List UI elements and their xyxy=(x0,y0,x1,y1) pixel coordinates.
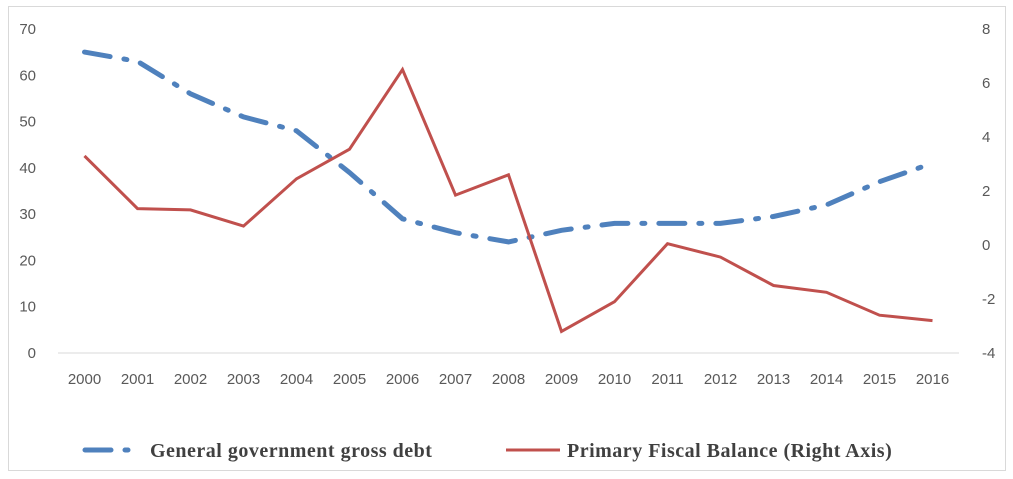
x-axis-tick-label: 2009 xyxy=(545,371,578,388)
left-axis-tick-label: 0 xyxy=(28,345,36,362)
left-axis-ticks: 0 10 20 30 40 50 60 70 xyxy=(19,21,36,362)
right-axis-tick-label: 8 xyxy=(982,21,990,38)
x-axis-tick-label: 2013 xyxy=(757,371,790,388)
legend-label: General government gross debt xyxy=(150,440,432,462)
x-axis-tick-label: 2006 xyxy=(386,371,419,388)
x-axis-tick-label: 2011 xyxy=(651,371,683,388)
x-axis-tick-label: 2002 xyxy=(174,371,207,388)
left-axis-tick-label: 40 xyxy=(19,160,36,177)
primary-fiscal-balance-line xyxy=(83,66,933,334)
x-axis-ticks: 2000 2001 2002 2003 2004 2005 2006 2007 2008 2009… xyxy=(68,371,949,388)
x-axis-tick-label: 2000 xyxy=(68,371,101,388)
left-axis-tick-label: 10 xyxy=(19,299,36,316)
x-axis-tick-label: 2004 xyxy=(280,371,313,388)
right-axis-tick-label: 0 xyxy=(982,237,990,254)
x-axis-tick-label: 2012 xyxy=(704,371,737,388)
left-axis-tick-label: 20 xyxy=(19,252,36,269)
right-axis-tick-label: -2 xyxy=(982,291,995,308)
x-axis-tick-label: 2008 xyxy=(492,371,525,388)
x-axis-tick-label: 2005 xyxy=(333,371,366,388)
x-axis-tick-label: 2007 xyxy=(439,371,472,388)
left-axis-tick-label: 30 xyxy=(19,206,36,223)
x-axis-tick-label: 2015 xyxy=(863,371,896,388)
left-axis-tick-label: 70 xyxy=(19,21,36,38)
left-axis-tick-label: 50 xyxy=(19,114,36,131)
right-axis-tick-label: 6 xyxy=(982,75,990,92)
x-axis-tick-label: 2010 xyxy=(598,371,631,388)
left-axis-tick-label: 60 xyxy=(19,67,36,84)
right-axis-tick-label: 4 xyxy=(982,129,990,146)
gross-debt-line xyxy=(82,49,935,245)
series-layer xyxy=(82,49,935,334)
right-axis-tick-label: 2 xyxy=(982,183,990,200)
legend-label: Primary Fiscal Balance (Right Axis) xyxy=(567,440,892,462)
x-axis-tick-label: 2014 xyxy=(810,371,843,388)
x-axis-tick-label: 2003 xyxy=(227,371,260,388)
x-axis-tick-label: 2016 xyxy=(916,371,949,388)
legend: General government gross debt Primary Fis… xyxy=(82,440,892,462)
right-axis-ticks: -4 -2 0 2 4 6 8 xyxy=(982,21,995,362)
x-axis-tick-label: 2001 xyxy=(121,371,154,388)
right-axis-tick-label: -4 xyxy=(982,345,995,362)
